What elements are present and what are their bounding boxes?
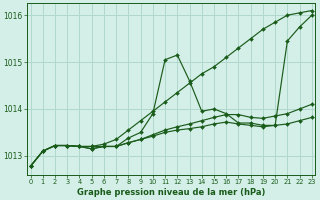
X-axis label: Graphe pression niveau de la mer (hPa): Graphe pression niveau de la mer (hPa): [77, 188, 265, 197]
